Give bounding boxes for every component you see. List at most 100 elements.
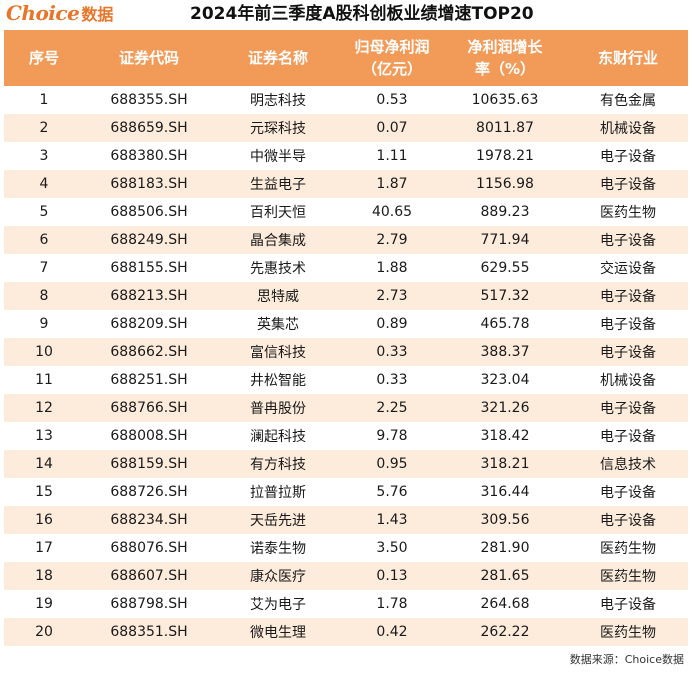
header-net-profit: 归母净利润 （亿元） [354, 38, 430, 78]
cell-rank: 7 [39, 260, 49, 276]
table-row: 1 688355.SH 明志科技 0.53 10635.63 有色金属 [4, 86, 688, 114]
ranking-table: 序号 证券代码 证券名称 归母净利润 （亿元） 净利润增长 率（%） 东财行业 … [4, 30, 688, 646]
cell-growth-rate: 1978.21 [476, 148, 534, 164]
table-row: 8 688213.SH 思特威 2.73 517.32 电子设备 [4, 282, 688, 310]
cell-rank: 12 [35, 400, 53, 416]
header-industry: 东财行业 [597, 49, 658, 67]
cell-industry: 医药生物 [600, 625, 656, 641]
cell-net-profit: 2.73 [376, 288, 408, 304]
cell-name: 富信科技 [250, 345, 306, 361]
cell-net-profit: 2.79 [376, 232, 408, 248]
cell-code: 688506.SH [110, 204, 188, 220]
cell-name: 明志科技 [250, 93, 306, 109]
cell-name: 先惠技术 [250, 261, 306, 277]
cell-net-profit: 0.33 [376, 344, 408, 360]
table-row: 3 688380.SH 中微半导 1.11 1978.21 电子设备 [4, 142, 688, 170]
cell-net-profit: 0.42 [376, 624, 408, 640]
header-row: 序号 证券代码 证券名称 归母净利润 （亿元） 净利润增长 率（%） 东财行业 [4, 30, 688, 86]
cell-growth-rate: 889.23 [480, 204, 530, 220]
cell-industry: 信息技术 [600, 457, 656, 473]
cell-growth-rate: 281.65 [480, 568, 530, 584]
cell-rank: 15 [35, 484, 53, 500]
cell-industry: 医药生物 [600, 541, 656, 557]
table-row: 12 688766.SH 普冉股份 2.25 321.26 电子设备 [4, 394, 688, 422]
cell-growth-rate: 262.22 [480, 624, 530, 640]
cell-name: 英集芯 [257, 317, 299, 333]
cell-rank: 13 [35, 428, 53, 444]
header-rank: 序号 [28, 49, 59, 67]
cell-code: 688155.SH [110, 260, 188, 276]
cell-industry: 电子设备 [600, 429, 656, 445]
cell-name: 澜起科技 [250, 429, 306, 445]
cell-code: 688234.SH [110, 512, 188, 528]
cell-growth-rate: 309.56 [480, 512, 530, 528]
cell-code: 688183.SH [110, 176, 188, 192]
cell-code: 688251.SH [110, 372, 188, 388]
header-name: 证券名称 [247, 49, 308, 67]
cell-code: 688249.SH [110, 232, 188, 248]
cell-industry: 电子设备 [600, 345, 656, 361]
cell-name: 中微半导 [250, 149, 306, 165]
header-growth-rate: 净利润增长 率（%） [467, 38, 543, 78]
cell-growth-rate: 517.32 [480, 288, 530, 304]
cell-industry: 医药生物 [600, 205, 656, 221]
cell-net-profit: 1.11 [376, 148, 408, 164]
cell-name: 天岳先进 [250, 513, 306, 529]
cell-code: 688159.SH [110, 456, 188, 472]
cell-net-profit: 0.13 [376, 568, 408, 584]
cell-industry: 电子设备 [600, 317, 656, 333]
cell-industry: 机械设备 [600, 373, 656, 389]
cell-rank: 20 [35, 624, 53, 640]
logo-mark: Choice [6, 1, 80, 25]
cell-rank: 9 [39, 316, 49, 332]
cell-name: 井松智能 [250, 373, 306, 389]
table-row: 17 688076.SH 诺泰生物 3.50 281.90 医药生物 [4, 534, 688, 562]
cell-name: 诺泰生物 [250, 541, 306, 557]
table-row: 5 688506.SH 百利天恒 40.65 889.23 医药生物 [4, 198, 688, 226]
cell-rank: 6 [39, 232, 49, 248]
cell-rank: 5 [39, 204, 49, 220]
cell-industry: 交运设备 [600, 261, 656, 277]
cell-name: 拉普拉斯 [250, 485, 306, 501]
cell-rank: 4 [39, 176, 49, 192]
cell-growth-rate: 1156.98 [476, 176, 534, 192]
cell-name: 微电生理 [250, 625, 306, 641]
header: Choice 数据 2024年前三季度A股科创板业绩增速TOP20 [0, 0, 692, 28]
cell-code: 688213.SH [110, 288, 188, 304]
cell-net-profit: 1.88 [376, 260, 408, 276]
cell-code: 688076.SH [110, 540, 188, 556]
cell-code: 688380.SH [110, 148, 188, 164]
cell-net-profit: 2.25 [376, 400, 408, 416]
cell-name: 百利天恒 [250, 205, 306, 221]
cell-industry: 电子设备 [600, 233, 656, 249]
cell-name: 生益电子 [250, 177, 306, 193]
cell-industry: 电子设备 [600, 513, 656, 529]
cell-code: 688726.SH [110, 484, 188, 500]
cell-rank: 10 [35, 344, 53, 360]
cell-net-profit: 0.33 [376, 372, 408, 388]
cell-net-profit: 0.95 [376, 456, 408, 472]
cell-growth-rate: 465.78 [480, 316, 530, 332]
cell-growth-rate: 771.94 [480, 232, 530, 248]
cell-rank: 16 [35, 512, 53, 528]
cell-growth-rate: 264.68 [480, 596, 530, 612]
data-source-note: 数据来源：Choice数据 [569, 653, 684, 666]
cell-code: 688008.SH [110, 428, 188, 444]
cell-code: 688798.SH [110, 596, 188, 612]
table-row: 20 688351.SH 微电生理 0.42 262.22 医药生物 [4, 618, 688, 646]
cell-net-profit: 1.43 [376, 512, 408, 528]
cell-code: 688766.SH [110, 400, 188, 416]
cell-industry: 机械设备 [600, 121, 656, 137]
cell-growth-rate: 316.44 [480, 484, 530, 500]
cell-rank: 8 [39, 288, 49, 304]
cell-growth-rate: 10635.63 [471, 92, 539, 108]
cell-code: 688607.SH [110, 568, 188, 584]
cell-growth-rate: 323.04 [480, 372, 530, 388]
table-row: 14 688159.SH 有方科技 0.95 318.21 信息技术 [4, 450, 688, 478]
table-row: 10 688662.SH 富信科技 0.33 388.37 电子设备 [4, 338, 688, 366]
cell-rank: 14 [35, 456, 53, 472]
table-row: 13 688008.SH 澜起科技 9.78 318.42 电子设备 [4, 422, 688, 450]
cell-net-profit: 5.76 [376, 484, 408, 500]
cell-growth-rate: 321.26 [480, 400, 530, 416]
cell-rank: 3 [39, 148, 49, 164]
